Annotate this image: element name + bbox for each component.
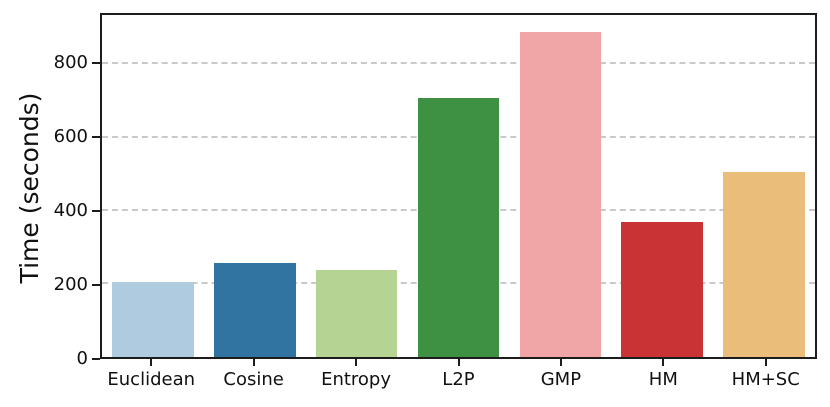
ytick-mark-400 [92,209,100,212]
bar-slot-cosine [204,15,306,357]
bar-euclidean [112,282,194,357]
xtick-mark-entropy [355,359,358,366]
bars-layer [102,15,815,357]
xtick-label-hm-sc: HM+SC [731,369,800,390]
x-axis-labels: Euclidean Cosine Entropy L2P GMP HM HM+SC [100,369,817,391]
xtick-label-euclidean: Euclidean [107,369,196,390]
ytick-mark-800 [92,61,100,64]
xtick-mark-gmp [559,359,562,366]
bar-cosine [214,263,296,357]
bar-entropy [315,269,398,357]
bar-gmp [519,32,602,357]
xtick-label-gmp: GMP [540,369,582,390]
xtick-label-hm: HM [648,369,678,390]
ytick-label-400: 400 [53,199,88,221]
xtick-mark-l2p [457,359,460,366]
ytick-label-600: 600 [53,125,88,147]
plot-area [100,13,817,359]
xtick-label-cosine: Cosine [223,369,284,390]
bar-slot-hm [611,15,713,357]
bar-slot-hm-sc [713,15,815,357]
bar-slot-l2p [408,15,510,357]
ytick-mark-0 [92,358,100,360]
bar-hm-sc [723,171,805,357]
xtick-label-entropy: Entropy [321,369,392,390]
xtick-mark-hm-sc [764,359,767,366]
bar-slot-gmp [509,15,611,357]
ytick-label-800: 800 [53,51,88,73]
ytick-label-200: 200 [53,273,88,295]
xtick-label-l2p: L2P [442,369,475,390]
xtick-mark-euclidean [150,359,153,366]
bar-hm [621,222,703,357]
bar-slot-euclidean [102,15,204,357]
xtick-mark-hm [662,359,665,366]
xtick-mark-cosine [252,359,255,366]
gridline-y800 [102,62,815,65]
bar-slot-entropy [306,15,408,357]
bar-l2p [417,98,500,357]
ytick-label-0: 0 [76,348,88,369]
ytick-mark-600 [92,135,100,138]
ytick-mark-200 [92,283,100,286]
